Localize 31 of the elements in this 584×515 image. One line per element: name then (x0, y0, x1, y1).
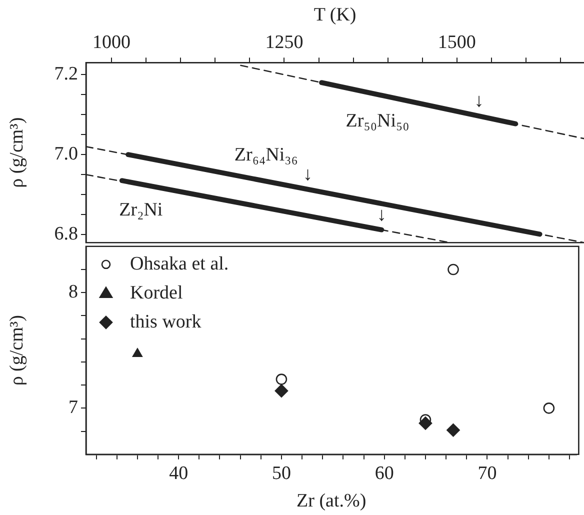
y-tick-label: 7.2 (54, 64, 78, 85)
point (274, 384, 288, 398)
legend-label: Kordel (130, 282, 183, 304)
legend-label: Ohsaka et al. (130, 253, 229, 274)
annotation: ↓ (302, 164, 312, 185)
y-axis-title: ρ (g/cm³) (6, 117, 28, 188)
series-label: Zr₆₄Ni₃₆ (234, 144, 298, 166)
y-tick-label: 7 (68, 397, 78, 418)
y-tick-label: 8 (68, 282, 78, 303)
y-tick-label: 7.0 (54, 144, 78, 165)
annotation: ↓ (474, 90, 484, 112)
x-tick-label: 1500 (438, 32, 476, 54)
point (276, 374, 288, 385)
x-tick-label: 60 (374, 462, 394, 484)
x-tick-label: 50 (272, 462, 291, 484)
x-tick-label: 40 (169, 462, 188, 484)
series-label: Zr₂Ni (119, 200, 163, 221)
x-axis-title: Zr (at.%) (296, 490, 366, 512)
legend-label: this work (130, 311, 202, 332)
point (132, 348, 142, 358)
annotation: ↓ (376, 204, 386, 226)
x-tick-label: 70 (478, 462, 497, 484)
point (448, 264, 459, 276)
y-axis-title: ρ (g/cm³) (6, 315, 28, 386)
y-tick-label: 6.8 (54, 224, 78, 245)
series-label: Zr₅₀Ni₅₀ (346, 110, 410, 132)
point (446, 423, 460, 437)
x-axis-title: T (K) (314, 4, 356, 26)
x-tick-label: 1000 (92, 32, 131, 54)
x-tick-label: 1250 (265, 32, 304, 54)
point (543, 402, 555, 414)
